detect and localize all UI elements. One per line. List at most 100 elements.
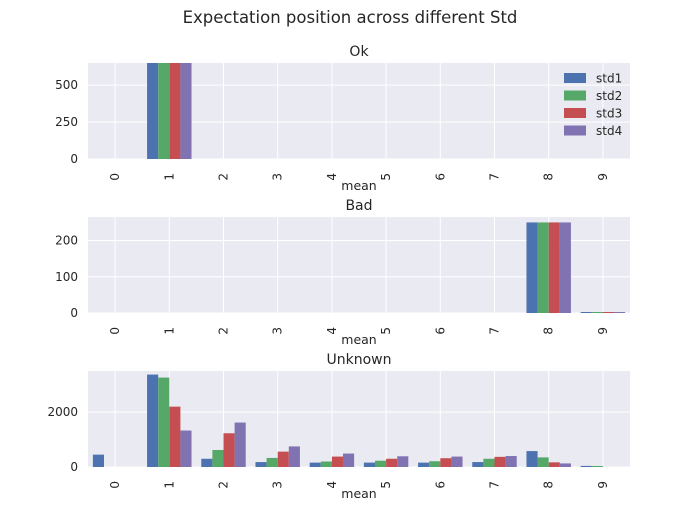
bar (147, 374, 159, 467)
bar (169, 63, 181, 159)
x-tick-label: 0 (108, 173, 122, 181)
x-tick-label: 6 (433, 173, 447, 181)
bar (548, 462, 560, 467)
bar (158, 377, 170, 467)
bar (266, 457, 278, 467)
bar (374, 460, 387, 467)
bar (614, 312, 626, 313)
x-tick-label: 5 (379, 173, 393, 181)
bar (483, 458, 495, 467)
x-tick-label: 5 (379, 481, 393, 489)
bar (147, 63, 159, 159)
x-tick-label: 7 (488, 327, 502, 335)
bar (234, 422, 246, 467)
subplot-title: Ok (349, 44, 369, 60)
y-tick-label: 0 (70, 152, 78, 166)
subplot-ok: 0 250 500 0 1 2 3 4 5 6 7 8 9 mean Ok std1 std2 std3 std4 (55, 44, 630, 193)
x-tick-label: 7 (488, 173, 502, 181)
y-tick-label: 250 (55, 115, 78, 129)
bar (505, 456, 517, 467)
bar (580, 312, 592, 313)
bar (526, 451, 538, 467)
x-tick-label: 4 (325, 173, 339, 181)
x-tick-label: 1 (162, 327, 176, 335)
bar (363, 462, 375, 467)
bar (169, 406, 181, 467)
bar (397, 456, 409, 467)
y-tick-label: 0 (70, 306, 78, 320)
legend-swatch (564, 108, 586, 118)
y-tick-label: 100 (55, 270, 78, 284)
bar (320, 461, 332, 467)
x-tick-label: 1 (162, 481, 176, 489)
bar (580, 465, 592, 467)
x-tick-label: 6 (433, 481, 447, 489)
bar (343, 453, 355, 467)
x-axis-label: mean (341, 178, 376, 193)
x-tick-label: 2 (217, 173, 231, 181)
bar (602, 312, 615, 313)
x-tick-label: 6 (433, 327, 447, 335)
subplot-title: Unknown (327, 352, 392, 368)
x-tick-label: 8 (542, 481, 556, 489)
bar (537, 457, 549, 467)
bar (223, 433, 235, 467)
bar (494, 456, 506, 467)
x-tick-label: 0 (108, 327, 122, 335)
legend: std1 std2 std3 std4 (564, 72, 622, 138)
bar (331, 456, 344, 467)
x-tick-label: 4 (325, 481, 339, 489)
legend-label: std3 (596, 107, 622, 121)
subplot-unknown: 0 2000 0 1 2 3 4 5 6 7 8 9 mean Unknown (47, 352, 630, 501)
x-tick-label: 9 (596, 327, 610, 335)
x-tick-label: 9 (596, 481, 610, 489)
x-tick-label: 8 (542, 327, 556, 335)
x-tick-label: 2 (217, 327, 231, 335)
y-tick-label: 200 (55, 234, 78, 248)
legend-swatch (564, 125, 586, 136)
bar (440, 458, 452, 467)
bar (559, 222, 571, 313)
bar (451, 456, 463, 467)
bar (526, 222, 538, 313)
bar (472, 462, 484, 467)
subplot-title: Bad (345, 198, 372, 214)
legend-label: std4 (596, 124, 622, 138)
legend-label: std2 (596, 89, 622, 103)
x-axis-label: mean (341, 486, 376, 501)
x-tick-label: 2 (217, 481, 231, 489)
x-tick-label: 4 (325, 327, 339, 335)
bar (288, 446, 300, 467)
bar (429, 461, 441, 467)
y-tick-label: 0 (70, 460, 78, 474)
y-tick-label: 2000 (47, 405, 78, 419)
x-tick-label: 7 (488, 481, 502, 489)
bar (277, 451, 289, 467)
x-tick-label: 1 (162, 173, 176, 181)
bar (180, 63, 192, 159)
x-axis-label: mean (341, 332, 376, 347)
bar (158, 63, 170, 159)
figure-title: Expectation position across different St… (183, 8, 518, 27)
y-tick-label: 500 (55, 78, 78, 92)
bar (559, 463, 571, 467)
bar (386, 458, 398, 467)
bar (537, 222, 549, 313)
legend-swatch (564, 73, 586, 83)
x-tick-label: 5 (379, 327, 393, 335)
x-tick-label: 0 (108, 481, 122, 489)
subplot-bad: 0 100 200 0 1 2 3 4 5 6 7 8 9 mean Bad (55, 198, 630, 347)
bar (180, 430, 192, 467)
bar (309, 462, 321, 467)
bar (212, 449, 224, 467)
x-tick-label: 9 (596, 173, 610, 181)
bar (255, 462, 267, 467)
bar (418, 462, 430, 467)
x-tick-label: 3 (271, 327, 285, 335)
bar (548, 222, 560, 313)
bar (591, 466, 603, 467)
legend-swatch (564, 90, 586, 101)
bar (591, 312, 603, 313)
